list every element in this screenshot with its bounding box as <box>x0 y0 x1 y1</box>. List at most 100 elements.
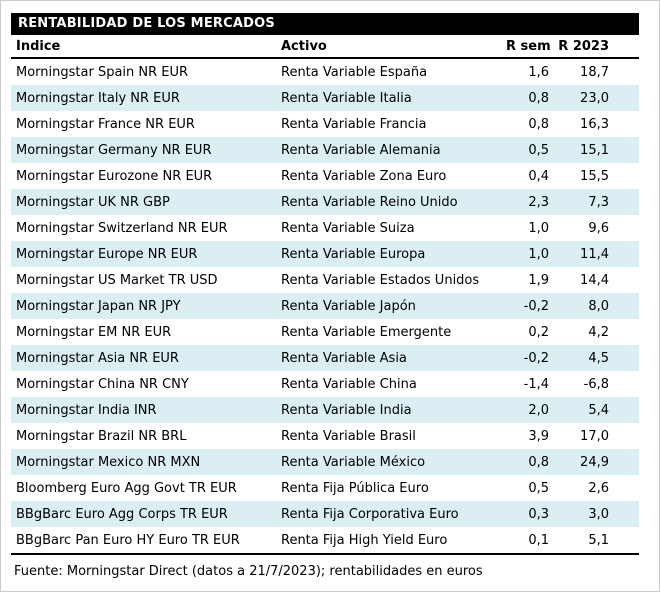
cell-activo: Renta Variable Europa <box>281 246 426 262</box>
table-row: Morningstar Eurozone NR EUR Renta Variabl… <box>11 163 639 189</box>
cell-r2023: 14,4 <box>580 272 609 288</box>
cell-indice: Morningstar Asia NR EUR <box>16 350 179 366</box>
cell-rsem: 0,8 <box>528 116 549 132</box>
table-row: Morningstar US Market TR USD Renta Variab… <box>11 267 639 293</box>
cell-activo: Renta Variable Emergente <box>281 324 452 340</box>
cell-indice: Morningstar EM NR EUR <box>16 324 172 340</box>
source-footnote: Fuente: Morningstar Direct (datos a 21/7… <box>14 564 483 579</box>
table-row: BBgBarc Pan Euro HY Euro TR EUR Renta Fij… <box>11 527 639 553</box>
cell-indice: Bloomberg Euro Agg Govt TR EUR <box>16 480 237 496</box>
cell-indice: Morningstar Japan NR JPY <box>16 298 181 314</box>
table-row: Bloomberg Euro Agg Govt TR EUR Renta Fija… <box>11 475 639 501</box>
cell-indice: Morningstar UK NR GBP <box>16 194 170 210</box>
cell-rsem: 2,0 <box>528 402 549 418</box>
table-title: RENTABILIDAD DE LOS MERCADOS <box>18 16 275 31</box>
cell-r2023: 9,6 <box>588 220 609 236</box>
cell-r2023: 11,4 <box>580 246 609 262</box>
cell-r2023: 16,3 <box>580 116 609 132</box>
cell-r2023: 17,0 <box>580 428 609 444</box>
cell-indice: BBgBarc Pan Euro HY Euro TR EUR <box>16 532 240 548</box>
cell-rsem: 1,9 <box>528 272 549 288</box>
cell-indice: Morningstar Europe NR EUR <box>16 246 198 262</box>
cell-activo: Renta Fija Pública Euro <box>281 480 429 496</box>
cell-indice: Morningstar Brazil NR BRL <box>16 428 187 444</box>
cell-indice: Morningstar Switzerland NR EUR <box>16 220 228 236</box>
table-header-row: Índice Activo R sem R 2023 <box>11 35 639 59</box>
cell-activo: Renta Variable Suiza <box>281 220 415 236</box>
cell-rsem: 0,1 <box>528 532 549 548</box>
table-row: Morningstar Brazil NR BRL Renta Variable … <box>11 423 639 449</box>
cell-r2023: 4,2 <box>588 324 609 340</box>
cell-r2023: 4,5 <box>588 350 609 366</box>
table-row: Morningstar China NR CNY Renta Variable C… <box>11 371 639 397</box>
table-row: Morningstar UK NR GBP Renta Variable Rein… <box>11 189 639 215</box>
cell-indice: BBgBarc Euro Agg Corps TR EUR <box>16 506 228 522</box>
table-row: Morningstar Italy NR EUR Renta Variable I… <box>11 85 639 111</box>
cell-rsem: -0,2 <box>523 350 549 366</box>
cell-activo: Renta Variable Francia <box>281 116 427 132</box>
cell-r2023: 2,6 <box>588 480 609 496</box>
cell-indice: Morningstar India INR <box>16 402 157 418</box>
cell-indice: Morningstar Germany NR EUR <box>16 142 212 158</box>
cell-rsem: 0,4 <box>528 168 549 184</box>
table-row: Morningstar Europe NR EUR Renta Variable … <box>11 241 639 267</box>
cell-activo: Renta Variable Reino Unido <box>281 194 458 210</box>
column-header-activo: Activo <box>281 38 327 54</box>
column-header-rsem: R sem <box>506 38 551 54</box>
cell-r2023: -6,8 <box>583 376 609 392</box>
cell-rsem: 2,3 <box>528 194 549 210</box>
cell-r2023: 5,1 <box>588 532 609 548</box>
cell-activo: Renta Variable México <box>281 454 426 470</box>
cell-activo: Renta Variable Estados Unidos <box>281 272 480 288</box>
table-row: Morningstar Switzerland NR EUR Renta Vari… <box>11 215 639 241</box>
cell-indice: Morningstar France NR EUR <box>16 116 195 132</box>
table-row: Morningstar India INR Renta Variable Indi… <box>11 397 639 423</box>
cell-activo: Renta Fija High Yield Euro <box>281 532 448 548</box>
cell-r2023: 15,5 <box>580 168 609 184</box>
cell-activo: Renta Variable Brasil <box>281 428 416 444</box>
cell-activo: Renta Variable China <box>281 376 417 392</box>
cell-rsem: 0,5 <box>528 142 549 158</box>
cell-r2023: 24,9 <box>580 454 609 470</box>
cell-indice: Morningstar Spain NR EUR <box>16 64 189 80</box>
cell-rsem: -0,2 <box>523 298 549 314</box>
table-row: Morningstar Spain NR EUR Renta Variable E… <box>11 59 639 85</box>
cell-activo: Renta Variable Alemania <box>281 142 441 158</box>
cell-r2023: 18,7 <box>580 64 609 80</box>
cell-rsem: 0,8 <box>528 90 549 106</box>
cell-r2023: 5,4 <box>588 402 609 418</box>
table-row: Morningstar Mexico NR MXN Renta Variable … <box>11 449 639 475</box>
cell-rsem: 0,3 <box>528 506 549 522</box>
cell-rsem: 3,9 <box>528 428 549 444</box>
cell-rsem: -1,4 <box>523 376 549 392</box>
table-body: Morningstar Spain NR EUR Renta Variable E… <box>11 59 639 555</box>
cell-indice: Morningstar Italy NR EUR <box>16 90 180 106</box>
cell-indice: Morningstar US Market TR USD <box>16 272 218 288</box>
table-title-bar: RENTABILIDAD DE LOS MERCADOS <box>11 13 639 35</box>
cell-indice: Morningstar Mexico NR MXN <box>16 454 201 470</box>
table-row: Morningstar France NR EUR Renta Variable … <box>11 111 639 137</box>
cell-activo: Renta Variable Italia <box>281 90 412 106</box>
cell-activo: Renta Variable India <box>281 402 412 418</box>
table-row: Morningstar Asia NR EUR Renta Variable As… <box>11 345 639 371</box>
cell-activo: Renta Variable Japón <box>281 298 416 314</box>
table-row: Morningstar EM NR EUR Renta Variable Emer… <box>11 319 639 345</box>
table-row: BBgBarc Euro Agg Corps TR EUR Renta Fija … <box>11 501 639 527</box>
cell-activo: Renta Variable España <box>281 64 428 80</box>
cell-r2023: 15,1 <box>580 142 609 158</box>
column-header-indice: Índice <box>16 38 61 54</box>
cell-r2023: 8,0 <box>588 298 609 314</box>
cell-activo: Renta Fija Corporativa Euro <box>281 506 459 522</box>
cell-indice: Morningstar Eurozone NR EUR <box>16 168 213 184</box>
cell-indice: Morningstar China NR CNY <box>16 376 189 392</box>
markets-returns-table: RENTABILIDAD DE LOS MERCADOS Índice Acti… <box>11 13 639 555</box>
cell-rsem: 0,2 <box>528 324 549 340</box>
cell-rsem: 0,8 <box>528 454 549 470</box>
cell-r2023: 3,0 <box>588 506 609 522</box>
cell-rsem: 1,0 <box>528 220 549 236</box>
cell-rsem: 0,5 <box>528 480 549 496</box>
cell-activo: Renta Variable Zona Euro <box>281 168 447 184</box>
cell-activo: Renta Variable Asia <box>281 350 407 366</box>
cell-r2023: 7,3 <box>588 194 609 210</box>
